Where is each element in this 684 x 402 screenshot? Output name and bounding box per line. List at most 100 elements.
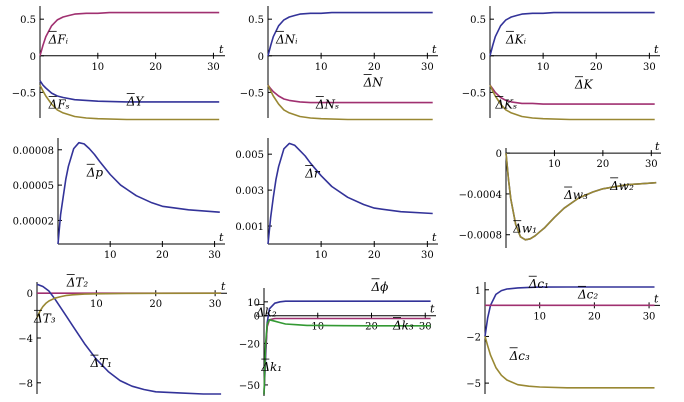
x-tick-label: 30 [421,250,434,261]
x-tick-label: 20 [590,62,603,73]
series-label: Δc₃ [509,349,530,363]
x-tick-label: 20 [365,322,378,333]
y-tick-label: −8 [18,379,33,390]
x-tick-label: 30 [209,299,222,310]
series-label: ΔNₛ [315,97,339,111]
x-tick-label: 10 [315,62,328,73]
y-tick-label: −0.5 [462,88,486,99]
y-tick-label: 1 [475,286,481,297]
series-label: ΔT₁ [89,356,111,370]
series-label: ΔKᵢ [505,32,527,46]
x-axis-label: t [219,231,224,244]
x-tick-label: 30 [208,250,221,261]
x-tick-label: 20 [597,159,610,170]
series-label: ΔFᵢ [48,32,69,46]
y-tick-label: 0 [27,289,33,300]
y-tick-label: 0.00005 [13,181,54,192]
chart-panel-top-center: 10 20 30 t 0.5 0 −0.5 ΔNᵢ ΔN ΔNₛ [240,6,438,121]
series-label: Δp [86,165,104,179]
x-axis-label: t [654,292,659,305]
x-axis-label: t [432,43,437,56]
series-label: Δk₁ [260,360,282,374]
series-line-1 [484,286,655,337]
y-tick-label: 0.5 [248,15,264,26]
y-tick-label: 0.00002 [13,216,54,227]
series-line-3 [489,84,655,121]
series-line-3 [36,292,222,319]
y-tick-label: 0 [480,52,486,63]
x-tick-label: 20 [368,62,381,73]
y-tick-label: 0.005 [235,150,264,161]
series-label: Δr [304,167,321,181]
chart-panel-middle-center: 10 20 30 t 0.005 0.003 0.001 Δr [235,138,438,261]
x-tick-label: 20 [156,250,169,261]
chart-panel-top-right: 10 20 30 t 0.5 0 −0.5 ΔKᵢ ΔK ΔKₛ [462,6,660,121]
x-tick-label: 20 [588,311,601,322]
y-tick-label: −0.5 [240,88,264,99]
x-tick-label: 10 [90,299,103,310]
x-tick-label: 10 [537,62,550,73]
y-tick-label: 0 [496,149,502,160]
series-line-3 [263,318,431,395]
series-line-2 [489,84,655,105]
x-axis-label: t [430,303,435,316]
series-label: ΔK [574,78,594,92]
x-tick-label: 10 [91,62,104,73]
series-label: Δk₃ [392,319,414,333]
y-tick-label: 0 [30,52,36,63]
chart-panel-bottom-center: 10 20 30 t 10 0 −20 −50 Δϕ Δk₂ Δk₃ Δk₁ [239,278,436,396]
x-tick-label: 20 [149,62,162,73]
series-label: ΔNᵢ [275,32,298,46]
series-label: Δϕ [371,280,389,294]
series-label: Δc₂ [577,287,598,301]
series-label: ΔY [126,95,145,109]
series-label: Δw₂ [609,179,634,193]
series-label: ΔN [363,76,384,90]
x-tick-label: 30 [645,159,658,170]
x-tick-label: 30 [643,62,656,73]
series-line-3 [267,84,433,121]
series-line-3 [39,84,220,121]
series-line-1 [39,11,220,57]
x-tick-label: 10 [104,250,117,261]
y-tick-label: −5 [466,379,481,390]
y-tick-label: −0.0008 [459,231,502,242]
x-tick-label: 20 [149,299,162,310]
x-tick-label: 10 [311,322,324,333]
y-tick-label: −2 [466,332,481,343]
series-label: Δk₂ [255,305,277,319]
x-tick-label: 10 [315,250,328,261]
series-line-2 [39,80,220,103]
x-tick-label: 10 [548,159,561,170]
series-line-2 [36,283,222,395]
y-tick-label: −0.0004 [459,190,502,201]
chart-panel-middle-right: 10 20 30 t 0 −0.0004 −0.0008 Δw₁ Δw₃ Δw₂ [459,140,661,248]
series-label: ΔT₂ [66,275,89,289]
y-tick-label: 0.00008 [13,146,54,157]
x-tick-label: 30 [421,62,434,73]
x-axis-label: t [221,280,226,293]
series-line-1 [57,141,220,245]
x-axis-label: t [219,43,224,56]
y-tick-label: 0.001 [235,222,264,233]
chart-panel-bottom-left: 10 20 30 t 0 −4 −8 ΔT₂ ΔT₃ ΔT₁ [18,274,227,395]
chart-panel-bottom-right: 10 20 30 t 1 −2 −5 Δc₁ Δc₂ Δc₃ [466,275,660,394]
series-label: Δc₁ [528,277,549,291]
series-label: Δw₃ [563,188,588,202]
y-tick-label: 0 [258,52,264,63]
x-tick-label: 20 [368,250,381,261]
y-tick-label: 0.5 [470,15,486,26]
y-tick-label: −20 [239,339,260,350]
x-tick-label: 30 [419,322,432,333]
x-axis-label: t [655,140,660,153]
y-tick-label: −50 [239,381,260,392]
y-tick-label: 0 [254,312,260,323]
series-line-1 [263,300,431,395]
series-line-1 [267,142,433,245]
series-line-1 [489,11,655,57]
x-axis-label: t [432,231,437,244]
x-tick-label: 30 [207,62,220,73]
series-label: ΔFₛ [48,97,70,111]
series-label: Δw₁ [512,222,537,236]
